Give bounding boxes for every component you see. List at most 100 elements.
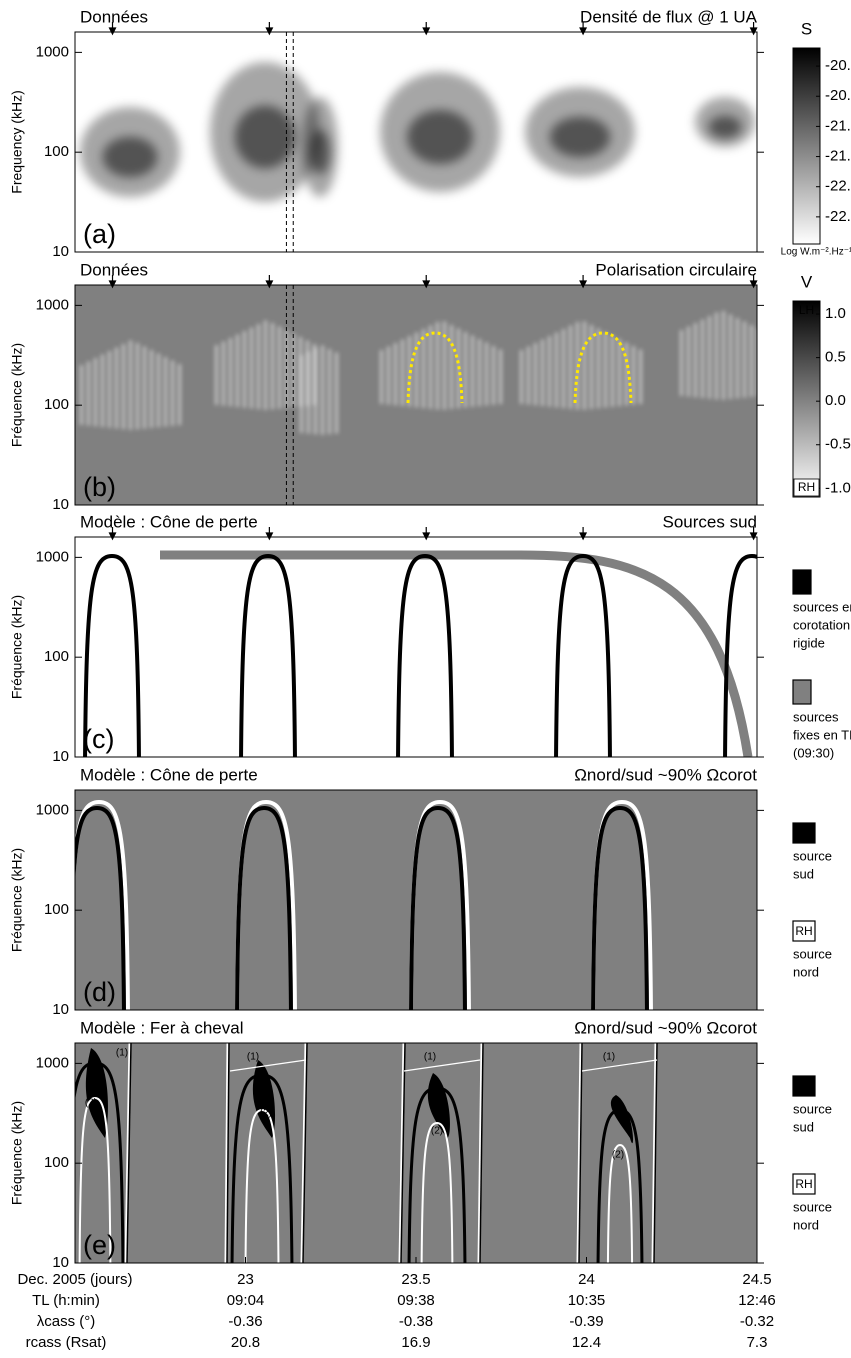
legend-swatch [792,679,812,705]
emission-core [708,115,742,139]
annotation-line [581,1059,658,1072]
streak [164,357,167,427]
streak [422,329,425,409]
streak [236,334,239,408]
streak [157,353,160,428]
colorbar-unit: Log W.m⁻².Hz⁻¹ [781,247,851,258]
streak [694,323,697,398]
streak [520,350,523,404]
annotation: (1) [603,1052,615,1063]
streak [632,346,635,405]
horseshoe-arc [596,1108,644,1263]
plot-frame [74,789,758,1011]
streak [380,350,383,404]
plot-area [83,550,757,757]
streak [499,349,502,405]
legend-text: source [793,946,832,961]
annotation-line [229,1059,307,1072]
streak [87,361,90,426]
x-row-value: 20.8 [231,1334,260,1351]
colorbar-tick-label: -20.0 [825,57,851,74]
plot-background [75,537,757,757]
event-marker [265,275,274,289]
x-row-label: TL (h:min) [32,1292,100,1309]
streak [639,349,642,405]
streak [321,345,324,435]
legend-swatch [792,1075,816,1097]
streak [222,341,225,406]
colorbar-tick-label: 0.0 [825,392,846,409]
corotating-source [83,553,141,757]
colorbar-tick-label: 0.5 [825,349,846,366]
streak [94,358,97,427]
streak [429,325,432,409]
legend-swatch [792,1173,816,1195]
legend-swatch-label: LH [796,1079,811,1093]
plot-area [75,1043,658,1263]
plot-background [75,1043,757,1263]
x-tick-label: 24 [578,1271,595,1288]
streak [150,350,153,428]
event-marker [749,527,758,541]
legend-text: (09:30) [793,745,834,760]
streak [722,311,725,400]
streak [171,360,174,426]
legend-swatch [792,920,816,942]
annotation: (2) [85,1098,97,1109]
streak [583,321,586,410]
panel-subtitle: Polarisation circulaire [595,260,757,279]
corotating-source [239,553,297,757]
streak [687,326,690,397]
streak [401,339,404,407]
streak [257,324,260,410]
plot-area [75,799,653,1010]
yellow-arc [406,331,464,404]
y-tick-label: 10 [52,748,69,765]
y-tick-label: 1000 [36,548,69,565]
streak [555,332,558,408]
x-tick-label: 23.5 [401,1271,430,1288]
streak [743,321,746,398]
panel-label: (c) [83,724,114,754]
panel-label: (e) [83,1230,116,1260]
streak [715,312,718,400]
streak [471,335,474,407]
event-marker [422,22,431,36]
horseshoe-north [78,1096,112,1263]
legend-text: corotation [793,617,850,632]
colorbar-title: V [801,272,813,291]
corotating-source [723,553,757,757]
streak [415,332,418,408]
streak [485,342,488,406]
x-tick-label: 24.5 [742,1271,771,1288]
streak [708,316,711,399]
legend-text: source [793,848,832,863]
edge-line [651,1043,658,1263]
event-marker [265,527,274,541]
event-marker [265,22,274,36]
annotation: (2) [260,1108,272,1119]
legend-text: source [793,1199,832,1214]
streak [278,326,281,409]
y-tick-label: 100 [44,1154,69,1171]
x-row-value: -0.39 [569,1313,603,1330]
y-axis-label: Fréquence (kHz) [9,1101,25,1205]
y-tick-label: 1000 [36,1054,69,1071]
panel-title: Données [80,260,148,279]
edge-line [400,1043,406,1263]
source-south [235,805,293,1010]
streak [464,332,467,408]
colorbar-min-box [793,478,820,497]
event-marker [579,527,588,541]
legend-swatch [792,569,812,595]
x-row-label: rcass (Rsat) [26,1334,107,1351]
y-tick-label: 10 [52,496,69,513]
panel-subtitle: Densité de flux @ 1 UA [580,7,758,26]
streak [108,351,111,428]
y-tick-label: 10 [52,1001,69,1018]
streak [625,342,628,406]
legend-text: nord [793,964,819,979]
colorbar-tick-label: -20.5 [825,87,851,104]
y-tick-label: 10 [52,1254,69,1271]
